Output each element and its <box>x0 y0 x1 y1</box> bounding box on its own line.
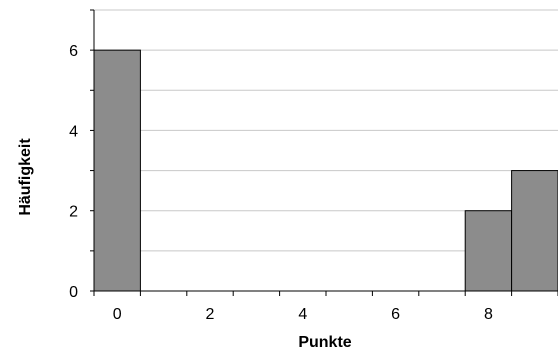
axes <box>90 9 558 296</box>
tick-labels: 0 2 4 6 0 2 4 6 8 <box>69 43 493 323</box>
bar <box>93 49 141 292</box>
y-tick-label: 4 <box>69 123 78 140</box>
x-axis-title: Punkte <box>298 334 351 351</box>
bar <box>511 170 558 292</box>
y-tick-label: 2 <box>69 204 78 221</box>
y-axis-title: Häufigkeit <box>17 138 34 216</box>
y-tick-label: 0 <box>69 284 78 301</box>
x-tick-label: 6 <box>391 306 400 323</box>
gridlines <box>94 9 558 252</box>
x-tick-label: 8 <box>484 306 493 323</box>
y-tick-label: 6 <box>69 43 78 60</box>
bar <box>464 210 513 292</box>
x-tick-label: 4 <box>298 306 307 323</box>
x-tick-label: 2 <box>206 306 215 323</box>
x-tick-label: 0 <box>113 306 122 323</box>
